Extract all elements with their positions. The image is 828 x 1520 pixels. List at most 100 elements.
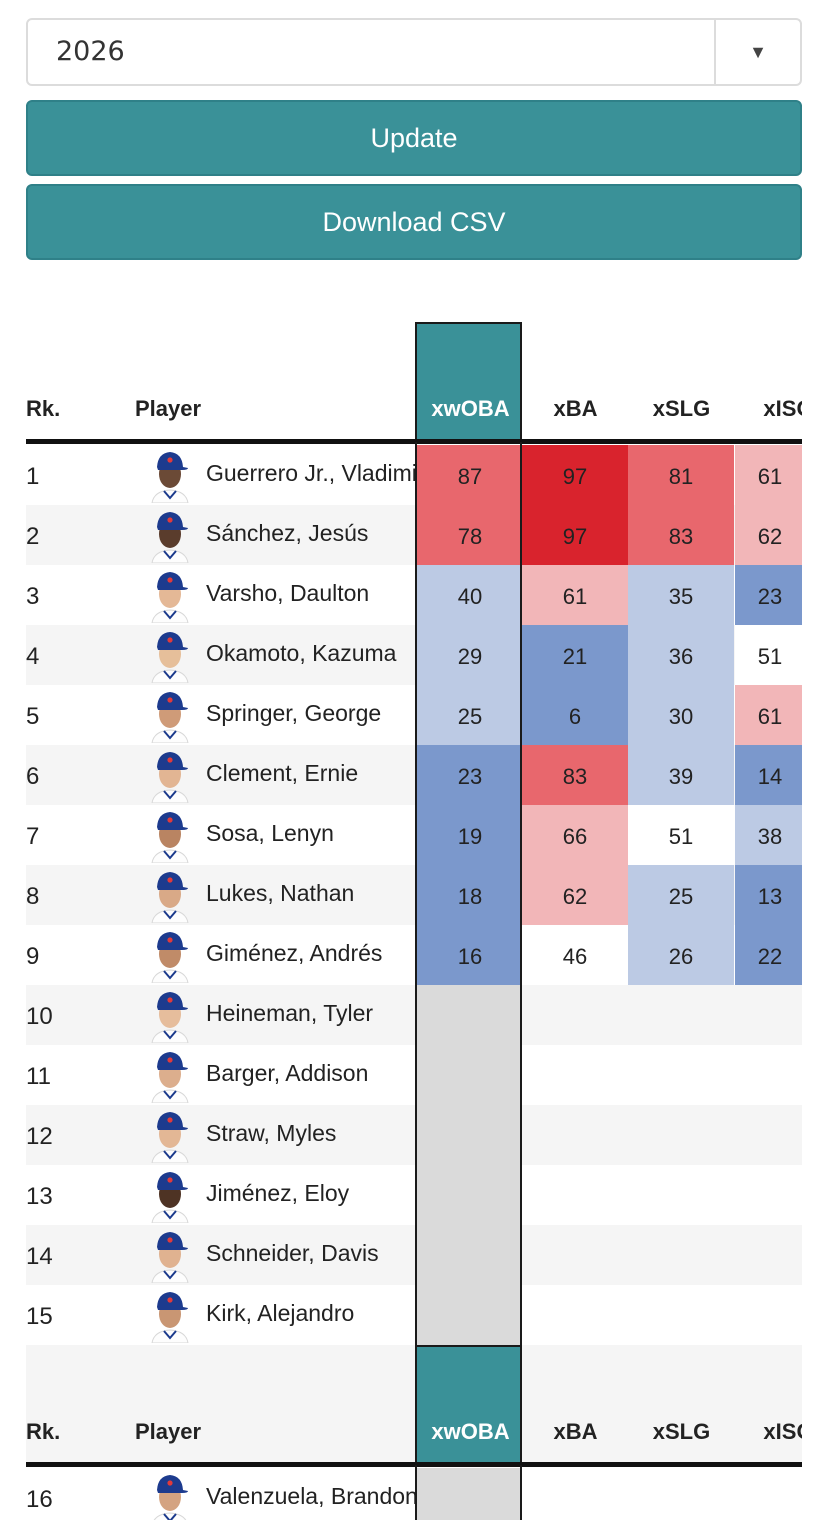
avatar [148, 447, 192, 503]
avatar [148, 567, 192, 623]
rank-cell: 2 [26, 523, 40, 550]
table-header [26, 322, 802, 442]
header-xwoba[interactable]: xwOBA [431, 396, 510, 421]
rank-cell: 8 [26, 883, 40, 910]
stat-cell: 61 [522, 565, 628, 625]
season-select-value: 2026 [56, 36, 125, 67]
header-xslg[interactable]: xSLG [652, 1419, 711, 1444]
stat-cell: 81 [628, 445, 734, 505]
rank-cell: 15 [26, 1303, 53, 1330]
rank-cell: 4 [26, 643, 40, 670]
stat-cell: 23 [417, 745, 523, 805]
stat-cell: 66 [522, 805, 628, 865]
stat-cell: 35 [628, 565, 734, 625]
header-player: Player [135, 1419, 202, 1444]
rank-cell: 3 [26, 583, 40, 610]
avatar [148, 747, 192, 803]
table-row[interactable] [26, 1105, 802, 1165]
sorted-column-header-bg [415, 322, 522, 442]
stat-cell: 83 [628, 505, 734, 565]
player-name-link[interactable]: Heineman, Tyler [206, 1000, 374, 1026]
header-xba[interactable]: xBA [553, 396, 598, 421]
player-name-link[interactable]: Springer, George [206, 700, 382, 726]
avatar [148, 1227, 192, 1283]
header-xiso[interactable]: xISO [763, 1419, 802, 1444]
stat-cell: 40 [417, 565, 523, 625]
avatar [148, 1107, 192, 1163]
empty-stat-cell [417, 985, 520, 1045]
stat-cell: 97 [522, 445, 628, 505]
stat-cell: 97 [522, 505, 628, 565]
avatar [148, 867, 192, 923]
table-row[interactable] [26, 985, 802, 1045]
stat-cell: 51 [628, 805, 734, 865]
stat-cell: 6 [522, 685, 628, 745]
header-xiso[interactable]: xISO [763, 396, 802, 421]
season-select[interactable]: 2026 ▼ [26, 18, 802, 86]
stat-cell: 18 [417, 865, 523, 925]
stat-cell: 61 [735, 685, 802, 745]
player-name-link[interactable]: Jiménez, Eloy [206, 1180, 350, 1206]
player-name-link[interactable]: Guerrero Jr., Vladimir [206, 460, 425, 486]
table-row[interactable] [26, 1285, 802, 1345]
rank-cell: 14 [26, 1243, 53, 1270]
player-name-link[interactable]: Kirk, Alejandro [206, 1300, 355, 1326]
empty-stat-cell [417, 1285, 520, 1345]
avatar [148, 1287, 192, 1343]
stat-cell: 61 [735, 445, 802, 505]
stat-cell: 87 [417, 445, 523, 505]
avatar [148, 687, 192, 743]
player-name-link[interactable]: Straw, Myles [206, 1120, 337, 1146]
player-name-link[interactable]: Giménez, Andrés [206, 940, 383, 966]
header-player: Player [135, 396, 202, 421]
stat-cell: 30 [628, 685, 734, 745]
header-xwoba[interactable]: xwOBA [431, 1419, 510, 1444]
player-name-link[interactable]: Sánchez, Jesús [206, 520, 369, 546]
empty-stat-cell [417, 1045, 520, 1105]
player-name-link[interactable]: Clement, Ernie [206, 760, 359, 786]
avatar [148, 927, 192, 983]
stat-cell: 39 [628, 745, 734, 805]
player-name-link[interactable]: Schneider, Davis [206, 1240, 379, 1266]
stat-cell: 36 [628, 625, 734, 685]
stat-cell: 19 [417, 805, 523, 865]
player-name-link[interactable]: Varsho, Daulton [206, 580, 370, 606]
stat-cell: 78 [417, 505, 523, 565]
table-row[interactable] [26, 1165, 802, 1225]
stat-cell: 23 [735, 565, 802, 625]
rank-cell: 10 [26, 1003, 53, 1030]
stat-cell: 29 [417, 625, 523, 685]
stat-cell: 14 [735, 745, 802, 805]
table-row[interactable] [26, 1225, 802, 1285]
chevron-down-icon[interactable]: ▼ [749, 42, 767, 62]
player-name-link[interactable]: Okamoto, Kazuma [206, 640, 397, 666]
rank-cell: 7 [26, 823, 40, 850]
header-xba[interactable]: xBA [553, 1419, 598, 1444]
download-csv-button[interactable]: Download CSV [26, 184, 802, 260]
rank-cell: 13 [26, 1183, 53, 1210]
sorted-column-header-bg [415, 1345, 522, 1465]
rank-cell: 6 [26, 763, 40, 790]
stat-cell: 22 [735, 925, 802, 985]
player-name-link[interactable]: Lukes, Nathan [206, 880, 355, 906]
avatar [148, 987, 192, 1043]
stat-cell: 62 [735, 505, 802, 565]
stat-cell: 13 [735, 865, 802, 925]
stat-cell: 51 [735, 625, 802, 685]
player-name-link[interactable]: Sosa, Lenyn [206, 820, 334, 846]
avatar [148, 627, 192, 683]
player-name-link[interactable]: Barger, Addison [206, 1060, 369, 1086]
player-name-link[interactable]: Valenzuela, Brandon [206, 1483, 418, 1509]
rank-cell: 16 [26, 1486, 53, 1513]
header-rank: Rk. [26, 1419, 61, 1444]
stat-cell: 16 [417, 925, 523, 985]
empty-stat-cell [417, 1165, 520, 1225]
empty-stat-cell [417, 1105, 520, 1165]
stat-cell: 62 [522, 865, 628, 925]
avatar [148, 1047, 192, 1103]
header-xslg[interactable]: xSLG [652, 396, 711, 421]
rank-cell: 5 [26, 703, 40, 730]
table-row[interactable] [26, 1045, 802, 1105]
update-button[interactable]: Update [26, 100, 802, 176]
header-divider [26, 439, 802, 444]
